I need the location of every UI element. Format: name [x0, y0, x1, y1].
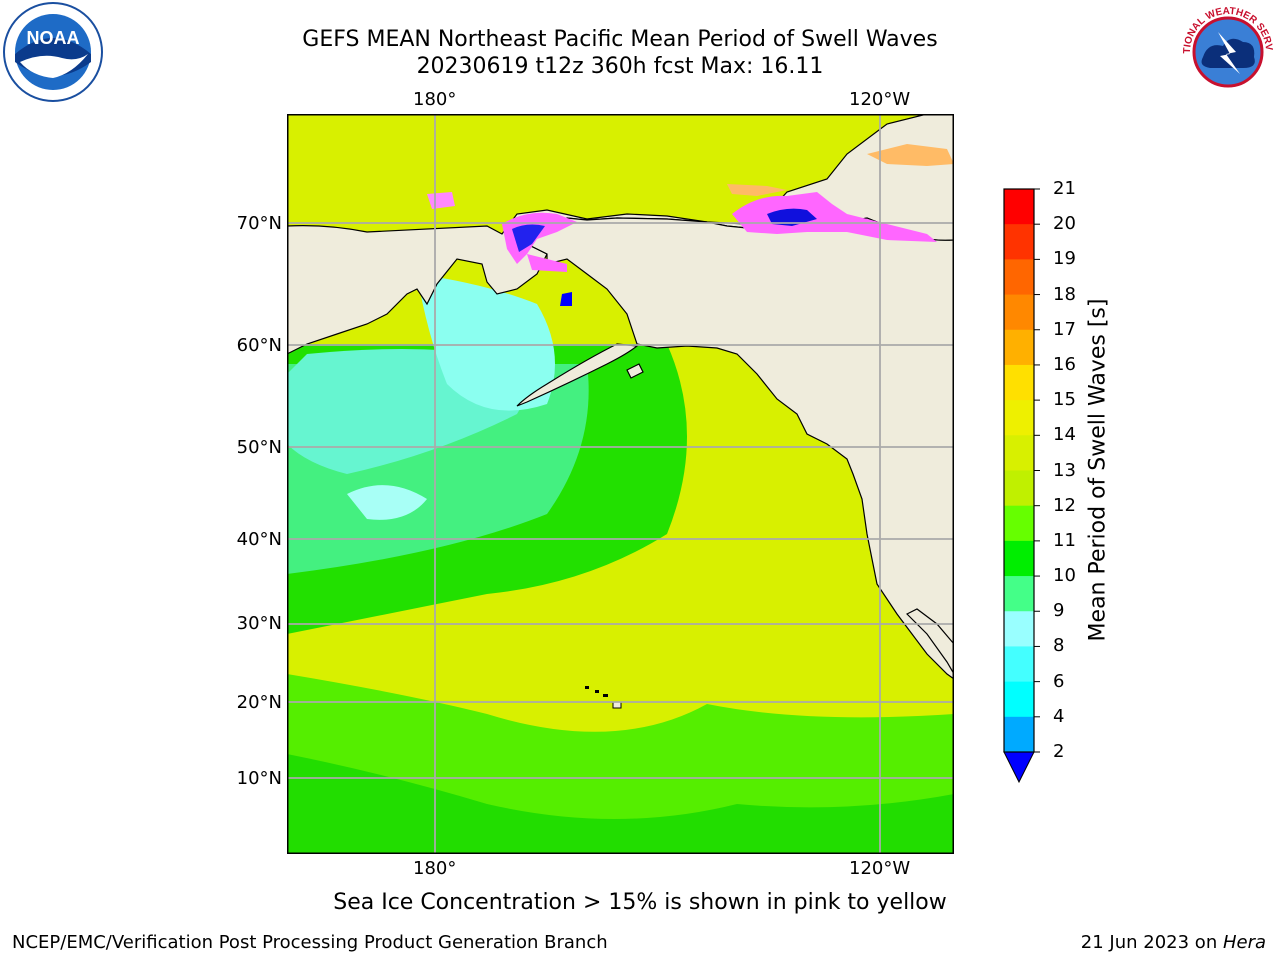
colorbar-tick-label: 4: [1053, 705, 1065, 727]
colorbar-tick-label: 13: [1053, 459, 1076, 481]
colorbar-segment: [1004, 611, 1034, 647]
colorbar-segment: [1004, 224, 1034, 260]
lon-label-top-180: 180°: [413, 89, 457, 110]
colorbar-segment: [1004, 681, 1034, 718]
colorbar-tick-label: 14: [1053, 424, 1076, 446]
colorbar-segment: [1004, 435, 1034, 471]
graticule: [287, 114, 954, 854]
colorbar-tick-label: 10: [1053, 565, 1076, 587]
swell-period-map: [287, 114, 954, 854]
colorbar-tick-label: 6: [1053, 670, 1065, 692]
colorbar-tick-label: 2: [1053, 741, 1065, 762]
colorbar-tick-label: 11: [1053, 529, 1076, 551]
colorbar-tick-label: 17: [1053, 318, 1076, 340]
nws-logo: NATIONAL WEATHER SERVICE: [1178, 2, 1276, 100]
lon-label-top-120w: 120°W: [849, 89, 911, 110]
colorbar-segment: [1004, 505, 1034, 542]
colorbar-segment: [1004, 400, 1034, 436]
lon-label-bottom-180: 180°: [413, 858, 457, 879]
lat-label-30n: 30°N: [236, 613, 282, 634]
colorbar-tick-label: 9: [1053, 600, 1065, 622]
colorbar-tick-label: 21: [1053, 178, 1076, 199]
colorbar-segment: [1004, 189, 1034, 225]
colorbar-tick-label: 16: [1053, 353, 1076, 375]
noaa-logo: NOAA: [3, 2, 103, 102]
colorbar-label: Mean Period of Swell Waves [s]: [1085, 298, 1111, 642]
colorbar-tick-label: 12: [1053, 494, 1076, 516]
colorbar-segment: [1004, 576, 1034, 612]
lat-label-50n: 50°N: [236, 437, 282, 458]
sea-ice: [427, 144, 954, 306]
land: [287, 114, 954, 680]
colorbar-segment: [1004, 364, 1034, 401]
lat-label-20n: 20°N: [236, 692, 282, 713]
colorbar: [1003, 188, 1040, 784]
lat-label-70n: 70°N: [236, 213, 282, 234]
footer-machine: Hera: [1222, 932, 1266, 953]
colorbar-segment: [1004, 540, 1034, 577]
lat-label-60n: 60°N: [236, 335, 282, 356]
colorbar-extend-arrow: [1003, 751, 1035, 784]
sea-ice-note: Sea Ice Concentration > 15% is shown in …: [333, 890, 947, 915]
colorbar-segment: [1004, 329, 1034, 366]
footer-stamp: 21 Jun 2023 on Hera: [1081, 932, 1266, 953]
colorbar-segment: [1004, 259, 1034, 296]
lat-label-40n: 40°N: [236, 529, 282, 550]
map-frame: [287, 114, 954, 854]
footer-date: 21 Jun 2023 on: [1080, 932, 1223, 953]
colorbar-tick-label: 18: [1053, 283, 1076, 305]
colorbar-segment: [1004, 294, 1034, 331]
colorbar-tick-label: 20: [1053, 213, 1076, 235]
footer-credit: NCEP/EMC/Verification Post Processing Pr…: [12, 932, 608, 953]
lat-label-10n: 10°N: [236, 768, 282, 789]
colorbar-segment: [1004, 646, 1034, 683]
colorbar-tick-label: 8: [1053, 635, 1065, 657]
map-subtitle: 20230619 t12z 360h fcst Max: 16.11: [416, 54, 824, 79]
colorbar-segment: [1004, 470, 1034, 507]
lon-label-bottom-120w: 120°W: [849, 858, 911, 879]
colorbar-tick-label: 19: [1053, 248, 1076, 270]
map-title: GEFS MEAN Northeast Pacific Mean Period …: [302, 27, 938, 52]
colorbar-segment: [1004, 716, 1034, 753]
noaa-text: NOAA: [27, 28, 80, 48]
colorbar-tick-label: 15: [1053, 389, 1076, 411]
